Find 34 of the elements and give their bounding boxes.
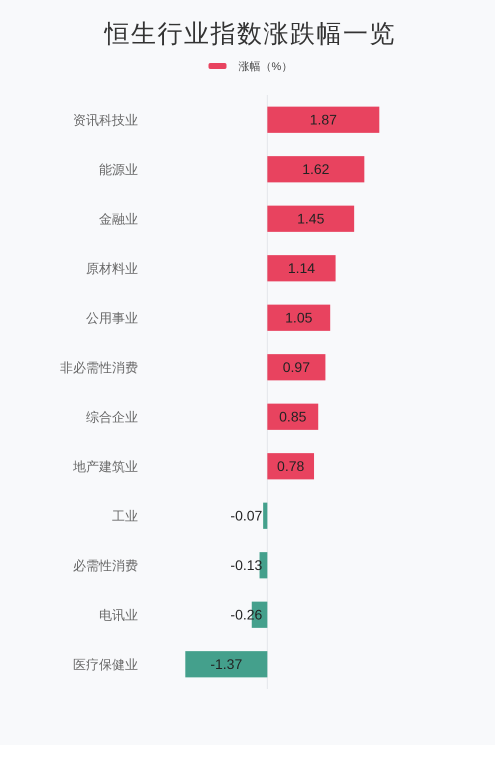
bar [267, 255, 336, 282]
data-label: -0.07 [230, 508, 263, 524]
bar [267, 156, 364, 182]
y-tick-label: 原材料业 [86, 260, 138, 276]
data-label: 1.14 [288, 260, 316, 276]
data-label: 1.87 [310, 112, 338, 128]
y-tick-label: 电讯业 [99, 607, 138, 622]
y-tick-label: 综合企业 [86, 409, 138, 424]
bar [263, 502, 268, 529]
data-label: 1.05 [285, 310, 313, 326]
y-tick-label: 能源业 [99, 162, 138, 177]
y-tick-label: 公用事业 [86, 310, 138, 326]
data-label: 1.45 [297, 210, 325, 227]
chart-title: 恒生行业指数涨跌幅一览 [103, 20, 396, 48]
y-tick-label: 必需性消费 [73, 558, 138, 573]
bar [185, 651, 268, 678]
y-tick-label: 金融业 [99, 211, 138, 226]
y-tick-label: 资讯科技业 [73, 112, 138, 128]
data-label: -1.37 [210, 656, 242, 672]
bar [267, 354, 326, 380]
y-tick-label: 工业 [112, 508, 138, 524]
bar [267, 106, 380, 133]
bar [267, 206, 354, 232]
data-label: 0.97 [282, 359, 310, 376]
y-tick-label: 医疗保健业 [73, 656, 138, 672]
data-label: 0.78 [277, 458, 305, 474]
y-tick-label: 非必需性消费 [60, 360, 138, 375]
data-label: 1.62 [302, 161, 330, 178]
y-tick-label: 地产建筑业 [72, 458, 138, 474]
data-label: 0.85 [279, 408, 307, 425]
legend-label: 涨幅（%） [238, 61, 292, 73]
bar [267, 453, 314, 480]
bar [267, 404, 318, 430]
bar [267, 304, 330, 331]
